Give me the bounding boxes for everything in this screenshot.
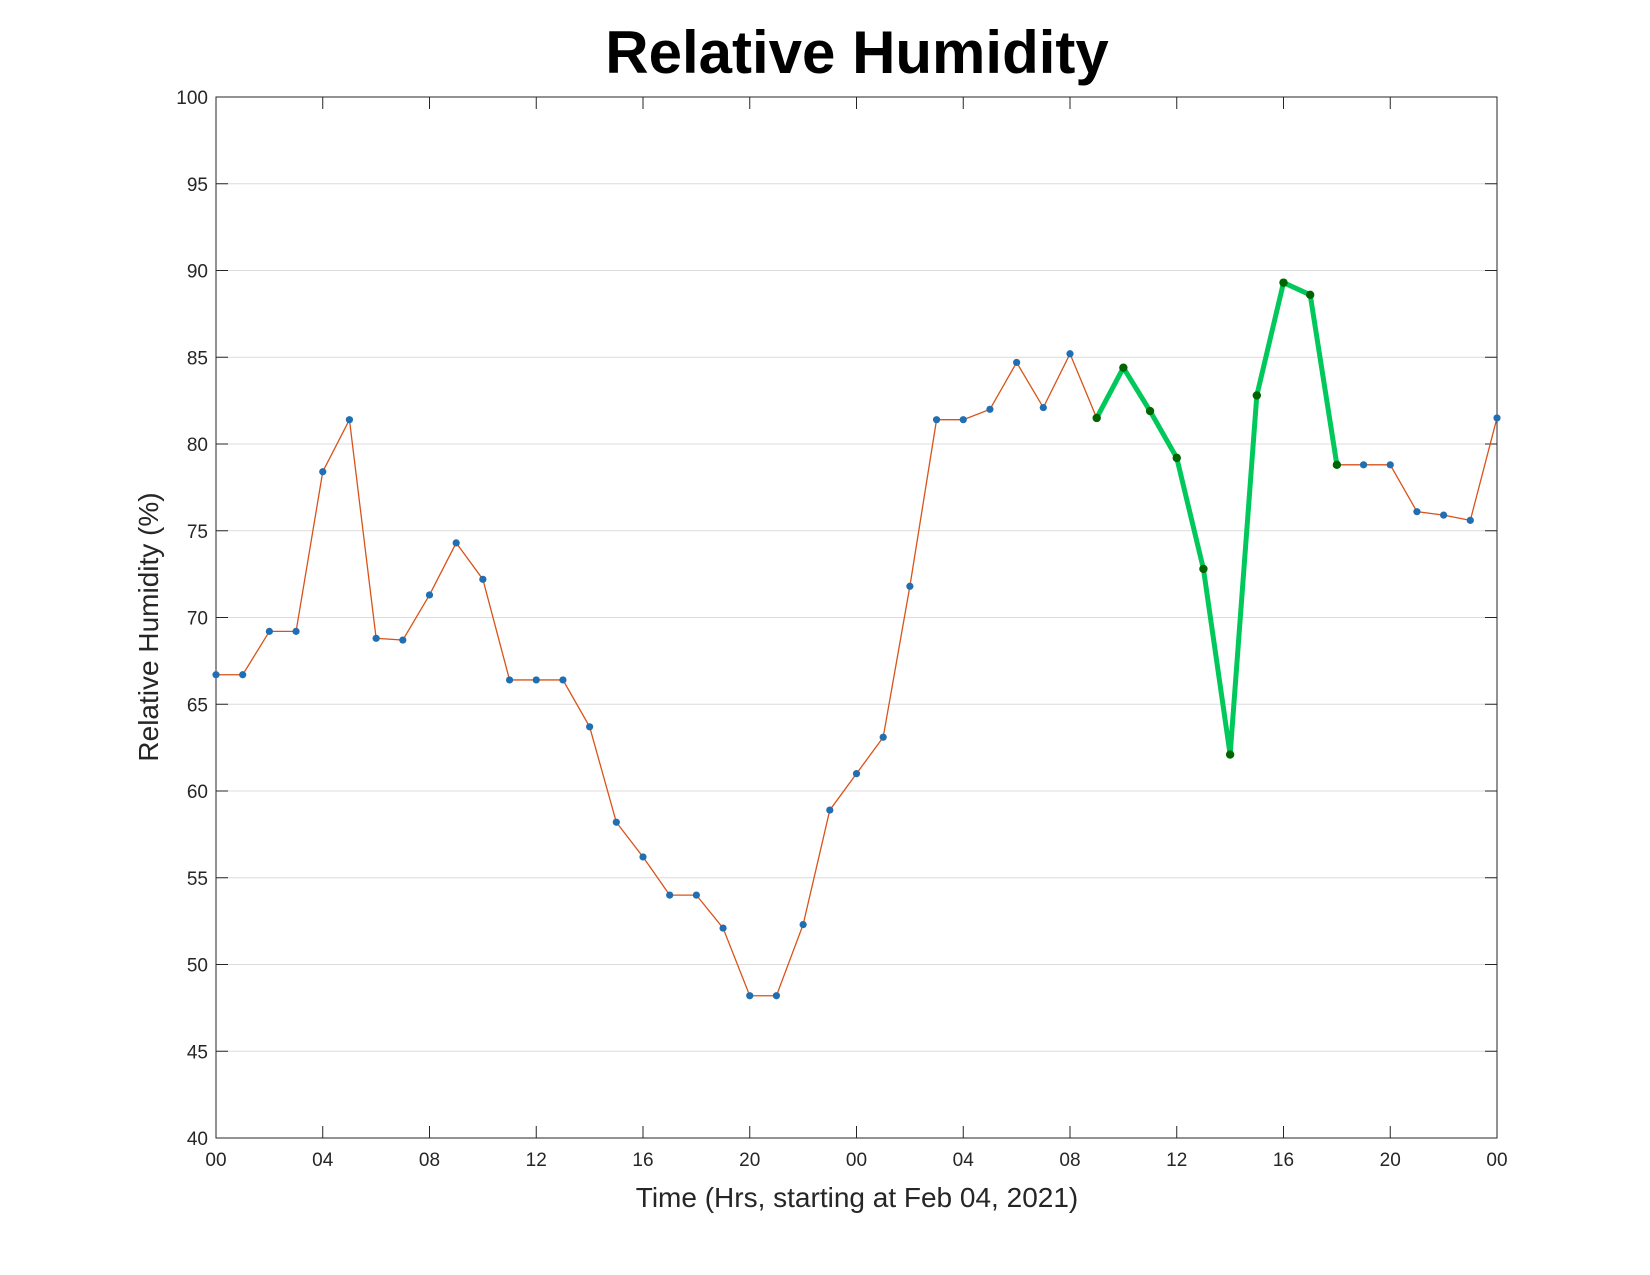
data-point — [959, 416, 967, 424]
y-tick-label: 85 — [187, 348, 208, 369]
y-axis-label: Relative Humidity (%) — [133, 492, 164, 761]
y-tick-label: 65 — [187, 695, 208, 716]
highlight-point — [1172, 453, 1181, 463]
y-tick-label: 100 — [176, 88, 208, 109]
data-point — [746, 992, 754, 1000]
x-tick-label: 00 — [1486, 1150, 1507, 1171]
data-point — [666, 891, 674, 899]
y-tick-label: 80 — [187, 435, 208, 456]
y-tick-label: 90 — [187, 262, 208, 283]
data-point — [505, 676, 514, 684]
x-tick-label: 12 — [1166, 1150, 1187, 1171]
x-tick-label: 12 — [526, 1150, 547, 1171]
x-tick-label: 04 — [953, 1150, 975, 1171]
x-tick-label: 16 — [632, 1150, 653, 1171]
data-point — [319, 468, 327, 476]
y-tick-label: 75 — [187, 522, 208, 543]
data-point — [345, 416, 354, 424]
highlight-point — [1279, 278, 1288, 287]
data-point — [1066, 350, 1074, 358]
highlight-line — [1094, 280, 1340, 758]
plot-frame — [215, 96, 1498, 1139]
data-point — [719, 924, 727, 932]
data-point — [612, 818, 620, 826]
data-point — [1359, 461, 1368, 469]
highlight-point — [1092, 413, 1101, 423]
y-tick-label: 50 — [187, 956, 208, 977]
data-point — [1413, 508, 1421, 516]
data-point — [1039, 403, 1047, 412]
x-tick-label: 20 — [739, 1150, 760, 1171]
data-point — [986, 405, 994, 413]
data-point — [772, 992, 781, 1000]
data-point — [1013, 358, 1021, 367]
data-point — [1493, 414, 1501, 422]
highlight-point — [1145, 406, 1155, 416]
highlight-point — [1252, 391, 1262, 400]
data-point — [265, 627, 273, 635]
data-point — [452, 539, 460, 547]
x-tick-label: 16 — [1273, 1150, 1294, 1171]
y-tick-labels: 40 45 50 55 60 65 70 75 80 85 90 95 100 — [176, 88, 208, 1150]
data-point — [532, 676, 540, 684]
grid-lines — [216, 96, 1497, 1139]
highlight-point — [1332, 460, 1342, 470]
data-point — [586, 723, 594, 731]
data-point — [879, 733, 887, 741]
highlight-point — [1199, 564, 1208, 574]
data-point — [292, 627, 300, 635]
data-point — [1386, 461, 1394, 469]
y-tick-label: 45 — [187, 1042, 208, 1063]
x-tick-labels: 00 04 08 12 16 20 00 04 08 12 16 20 00 — [205, 1150, 1507, 1171]
x-tick-label: 08 — [1059, 1150, 1080, 1171]
data-point — [906, 582, 914, 590]
y-tick-label: 40 — [187, 1129, 208, 1150]
data-point — [826, 806, 834, 814]
data-point — [479, 575, 487, 583]
chart-title: Relative Humidity — [605, 19, 1109, 86]
data-series — [212, 278, 1501, 1000]
data-point — [692, 891, 700, 899]
data-point — [1440, 511, 1448, 519]
data-point — [212, 671, 220, 679]
x-tick-label: 20 — [1380, 1150, 1401, 1171]
highlight-point — [1305, 290, 1315, 299]
y-tick-label: 55 — [187, 869, 208, 890]
data-point — [559, 676, 567, 684]
x-axis-label: Time (Hrs, starting at Feb 04, 2021) — [636, 1182, 1078, 1213]
x-tick-label: 08 — [419, 1150, 440, 1171]
x-tick-label: 04 — [312, 1150, 334, 1171]
y-tick-label: 70 — [187, 609, 208, 630]
y-tick-label: 60 — [187, 782, 208, 803]
data-point — [1466, 516, 1474, 524]
data-point — [852, 770, 861, 778]
data-point — [372, 634, 380, 642]
data-point — [932, 416, 941, 424]
data-point — [425, 591, 434, 599]
data-point — [639, 853, 647, 861]
data-point — [799, 920, 807, 929]
highlight-point — [1119, 363, 1128, 372]
x-tick-label: 00 — [205, 1150, 226, 1171]
data-point — [399, 636, 407, 644]
data-point — [239, 671, 247, 679]
y-tick-label: 95 — [187, 175, 208, 196]
highlight-point — [1225, 750, 1235, 759]
humidity-line — [216, 281, 1498, 997]
x-tick-label: 00 — [846, 1150, 867, 1171]
